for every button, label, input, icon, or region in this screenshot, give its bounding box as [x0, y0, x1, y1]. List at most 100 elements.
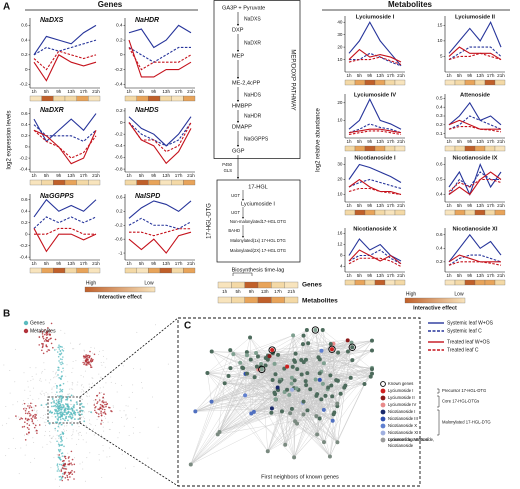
metabolite-node	[100, 412, 102, 414]
gene-node	[59, 413, 62, 416]
node	[343, 383, 348, 388]
y-tick-label: 0.2	[21, 52, 28, 57]
background-node	[54, 383, 56, 385]
node	[248, 357, 253, 362]
edge	[277, 359, 302, 390]
node	[323, 393, 328, 398]
background-node	[42, 417, 44, 419]
x-tick-label: 1h	[446, 273, 452, 278]
y-tick-label: 0.4	[116, 23, 123, 28]
gene-node	[61, 455, 64, 457]
gene-node	[63, 413, 66, 416]
background-node	[77, 433, 79, 435]
metabolite-node	[34, 415, 36, 418]
background-node	[63, 436, 65, 438]
metabolite-node	[61, 460, 64, 462]
metabolite-node	[110, 410, 112, 412]
gene-node	[62, 367, 64, 370]
effect-cell	[64, 95, 77, 102]
gene-node	[72, 412, 75, 415]
background-node	[157, 426, 159, 428]
background-node	[103, 430, 105, 432]
background-node	[72, 395, 74, 397]
background-node	[36, 412, 38, 414]
effect-cell	[374, 209, 386, 216]
legend-label: Nicotianoside III	[388, 416, 418, 421]
background-node	[92, 377, 94, 379]
x-tick-label: 21h	[187, 89, 195, 94]
gene-node	[59, 388, 62, 390]
timelag-cell	[231, 296, 245, 304]
gene-node	[77, 411, 79, 414]
x-tick-label: 9h	[367, 273, 373, 278]
background-node	[71, 382, 73, 384]
edge	[294, 361, 308, 374]
background-node	[125, 418, 127, 420]
x-tick-label: 21h	[397, 139, 405, 144]
background-node	[18, 473, 20, 475]
edge	[274, 340, 373, 365]
edge	[249, 337, 251, 360]
node	[317, 416, 322, 421]
background-node	[50, 437, 52, 439]
gene-node	[61, 415, 63, 418]
node	[282, 366, 287, 371]
effect-cell	[494, 209, 506, 216]
timelag-tick-label: 9h	[249, 289, 255, 294]
metabolite-node	[38, 336, 41, 338]
background-node	[79, 343, 81, 345]
effect-cell	[148, 95, 161, 102]
gene-node	[55, 384, 58, 387]
x-tick-label: 13h	[67, 89, 75, 94]
node	[265, 449, 270, 454]
background-node	[14, 381, 16, 383]
background-node	[121, 416, 123, 418]
background-node	[27, 434, 29, 436]
x-tick-label: 13h	[476, 139, 484, 144]
metabolite-node	[93, 353, 96, 356]
metabolite-node	[27, 405, 29, 407]
background-node	[84, 480, 86, 482]
background-node	[40, 380, 42, 382]
known-gene	[311, 326, 320, 334]
node	[308, 387, 313, 392]
gene-node	[54, 421, 57, 424]
node	[330, 394, 335, 399]
y-tick-label: 0.6	[436, 162, 443, 167]
y-tick-label: 0	[120, 120, 123, 125]
gene-node	[57, 425, 60, 428]
gene-node	[66, 403, 69, 406]
pathway-box	[213, 0, 301, 159]
gene-node	[60, 363, 62, 366]
edge	[277, 389, 333, 421]
edge	[211, 351, 280, 381]
node	[289, 381, 294, 386]
gene-node	[53, 349, 56, 351]
background-node	[78, 438, 80, 440]
node	[332, 410, 337, 415]
background-node	[125, 414, 127, 416]
series-line	[128, 46, 191, 63]
background-node	[50, 438, 52, 440]
metabolite-node	[33, 426, 36, 429]
background-node	[96, 416, 98, 418]
edge	[275, 399, 293, 410]
node	[228, 348, 233, 353]
background-node	[97, 394, 99, 396]
pathway-node: ME-2,4cPP	[232, 80, 261, 86]
background-node	[78, 434, 80, 436]
background-node	[55, 373, 57, 375]
edge	[243, 367, 295, 389]
metabolite-node	[64, 476, 67, 479]
y-axis-label: log2 expression levels	[7, 110, 13, 169]
metabolite-node	[94, 398, 97, 401]
edge	[245, 373, 318, 435]
background-node	[80, 374, 82, 376]
background-node	[56, 418, 58, 420]
background-node	[86, 392, 88, 394]
gene-node	[58, 470, 61, 472]
chart-title: NaGGPPS	[40, 193, 74, 200]
edge	[329, 387, 345, 457]
node	[295, 367, 300, 372]
edge	[267, 359, 273, 381]
